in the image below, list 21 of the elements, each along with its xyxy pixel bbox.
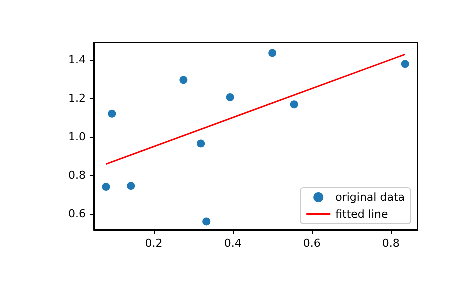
point <box>268 49 277 58</box>
x-tick-label: 0.6 <box>303 237 321 250</box>
point <box>102 183 110 192</box>
point <box>108 110 116 118</box>
y-tick-label: 1.0 <box>68 130 86 144</box>
legend-label: fitted line <box>336 208 388 221</box>
y-tick-label: 0.6 <box>68 208 86 221</box>
y-tick-label: 1.2 <box>68 92 86 105</box>
point <box>202 218 211 226</box>
x-tick-label: 0.4 <box>224 237 242 250</box>
legend-label: original data <box>336 191 405 204</box>
point <box>180 76 188 84</box>
y-tick-label: 0.8 <box>68 169 86 182</box>
point <box>401 60 410 68</box>
x-tick-label: 0.8 <box>382 237 400 250</box>
point <box>127 182 136 190</box>
point <box>290 100 298 109</box>
x-tick-label: 0.2 <box>145 237 163 250</box>
point <box>226 94 234 102</box>
point <box>197 140 206 148</box>
y-tick-label: 1.4 <box>68 53 86 66</box>
